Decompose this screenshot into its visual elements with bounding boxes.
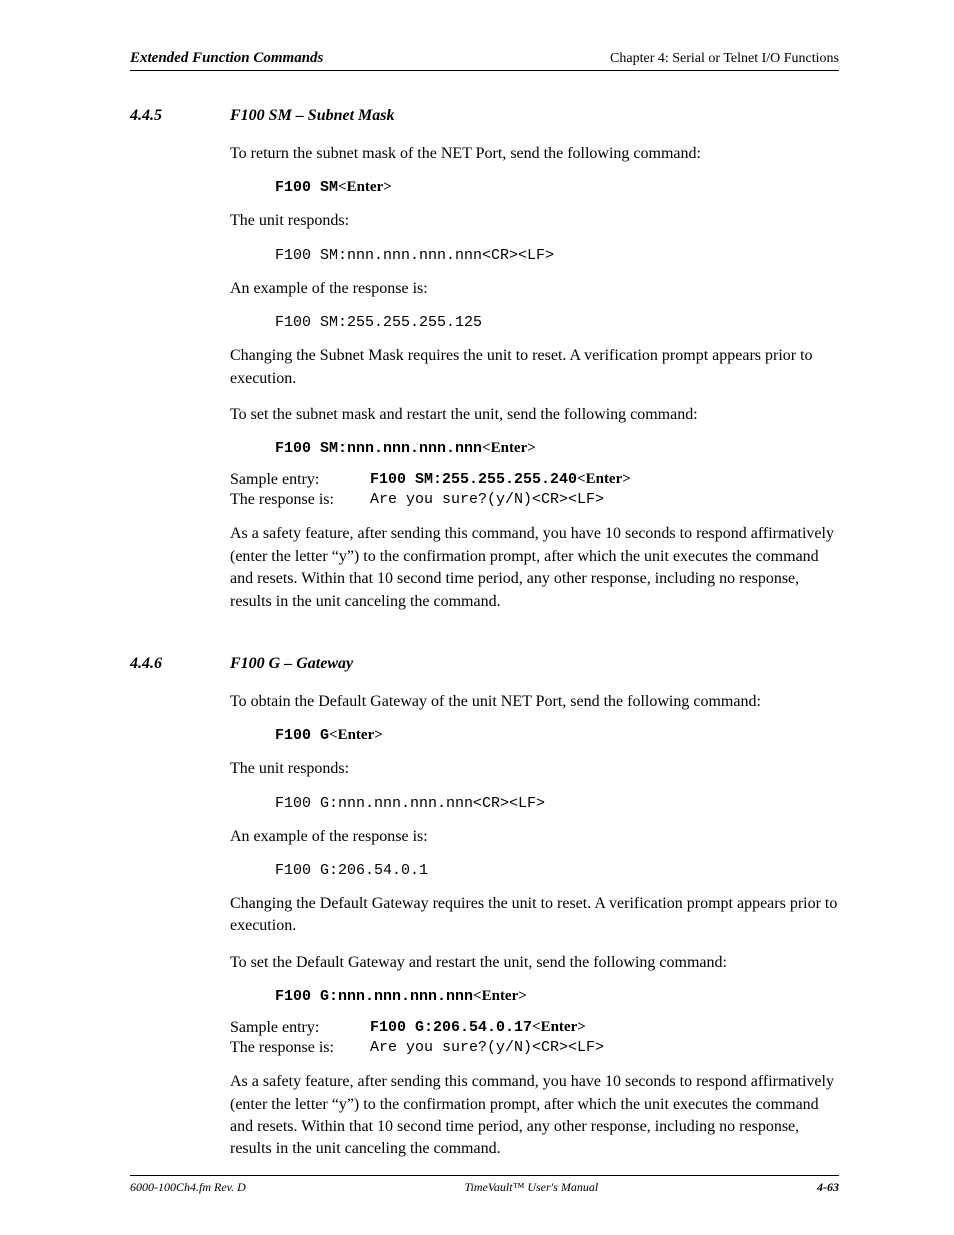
- example-code: F100 SM:255.255.255.125: [275, 314, 839, 331]
- section-number: 4.4.6: [130, 655, 230, 673]
- page-footer: 6000-100Ch4.fm Rev. D TimeVault™ User's …: [130, 1175, 839, 1195]
- response-value: Are you sure?(y/N)<CR><LF>: [370, 491, 604, 509]
- cmd-mono: F100 SM: [275, 179, 338, 196]
- footer-center: TimeVault™ User's Manual: [465, 1180, 599, 1195]
- section-heading-446: 4.4.6 F100 G – Gateway: [130, 655, 839, 673]
- response-code: F100 SM:nnn.nnn.nnn.nnn<CR><LF>: [275, 247, 839, 264]
- response-row: The response is: Are you sure?(y/N)<CR><…: [230, 491, 839, 509]
- body-text: As a safety feature, after sending this …: [230, 523, 839, 613]
- example-code: F100 G:206.54.0.1: [275, 862, 839, 879]
- response-value: Are you sure?(y/N)<CR><LF>: [370, 1039, 604, 1057]
- body-text: An example of the response is:: [230, 278, 839, 300]
- command-code: F100 SM<Enter>: [275, 179, 839, 196]
- section-heading-445: 4.4.5 F100 SM – Subnet Mask: [130, 107, 839, 125]
- enter-tag: <Enter>: [532, 1019, 586, 1035]
- enter-tag: <Enter>: [338, 179, 392, 195]
- cmd-mono: F100 G: [275, 727, 329, 744]
- command-code: F100 G:nnn.nnn.nnn.nnn<Enter>: [275, 988, 839, 1005]
- sample-label: Sample entry:: [230, 1019, 370, 1037]
- command-code: F100 SM:nnn.nnn.nnn.nnn<Enter>: [275, 440, 839, 457]
- sample-mono: F100 G:206.54.0.17: [370, 1019, 532, 1036]
- page-header: Extended Function Commands Chapter 4: Se…: [130, 50, 839, 71]
- section-title: F100 SM – Subnet Mask: [230, 107, 395, 125]
- header-left: Extended Function Commands: [130, 50, 323, 67]
- sample-entry-row: Sample entry: F100 SM:255.255.255.240<En…: [230, 471, 839, 489]
- response-label: The response is:: [230, 1039, 370, 1057]
- sample-label: Sample entry:: [230, 471, 370, 489]
- body-text: To return the subnet mask of the NET Por…: [230, 143, 839, 165]
- enter-tag: <Enter>: [329, 727, 383, 743]
- enter-tag: <Enter>: [473, 988, 527, 1004]
- body-text: An example of the response is:: [230, 826, 839, 848]
- sample-value: F100 SM:255.255.255.240<Enter>: [370, 471, 631, 489]
- footer-right: 4-63: [817, 1180, 839, 1195]
- command-code: F100 G<Enter>: [275, 727, 839, 744]
- body-text: Changing the Default Gateway requires th…: [230, 893, 839, 938]
- response-code: F100 G:nnn.nnn.nnn.nnn<CR><LF>: [275, 795, 839, 812]
- body-text: Changing the Subnet Mask requires the un…: [230, 345, 839, 390]
- footer-left: 6000-100Ch4.fm Rev. D: [130, 1180, 246, 1195]
- section-title: F100 G – Gateway: [230, 655, 353, 673]
- response-row: The response is: Are you sure?(y/N)<CR><…: [230, 1039, 839, 1057]
- body-text: The unit responds:: [230, 758, 839, 780]
- sample-mono: F100 SM:255.255.255.240: [370, 471, 577, 488]
- sample-entry-row: Sample entry: F100 G:206.54.0.17<Enter>: [230, 1019, 839, 1037]
- body-text: The unit responds:: [230, 210, 839, 232]
- header-right: Chapter 4: Serial or Telnet I/O Function…: [610, 51, 839, 67]
- enter-tag: <Enter>: [577, 471, 631, 487]
- cmd-mono: F100 SM:nnn.nnn.nnn.nnn: [275, 440, 482, 457]
- body-text: To set the subnet mask and restart the u…: [230, 404, 839, 426]
- sample-value: F100 G:206.54.0.17<Enter>: [370, 1019, 586, 1037]
- body-text: As a safety feature, after sending this …: [230, 1071, 839, 1161]
- body-text: To obtain the Default Gateway of the uni…: [230, 691, 839, 713]
- body-text: To set the Default Gateway and restart t…: [230, 952, 839, 974]
- cmd-mono: F100 G:nnn.nnn.nnn.nnn: [275, 988, 473, 1005]
- section-number: 4.4.5: [130, 107, 230, 125]
- enter-tag: <Enter>: [482, 440, 536, 456]
- response-label: The response is:: [230, 491, 370, 509]
